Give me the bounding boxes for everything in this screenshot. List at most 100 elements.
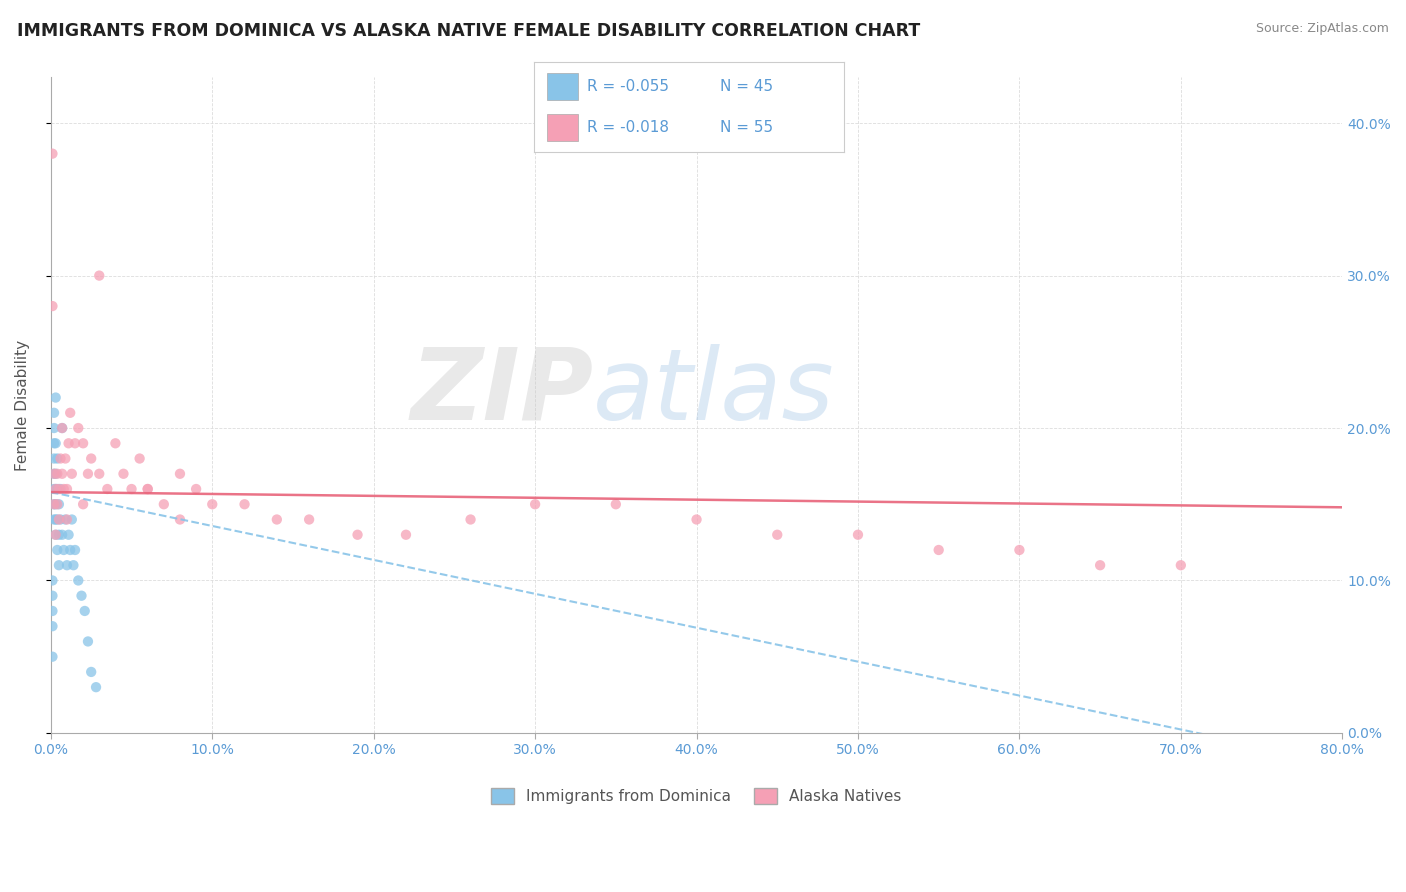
- Point: [51, 421, 73, 435]
- Point: [80, 665, 103, 679]
- Point: [45, 527, 67, 541]
- Point: [41, 574, 63, 588]
- Point: [45, 482, 67, 496]
- Point: [63, 543, 86, 558]
- Point: [42, 436, 65, 450]
- Point: [63, 436, 86, 450]
- Point: [48, 558, 70, 573]
- Point: [72, 436, 94, 450]
- Point: [45, 467, 67, 481]
- Point: [112, 467, 135, 481]
- Point: [42, 512, 65, 526]
- Point: [58, 436, 80, 450]
- Point: [524, 497, 547, 511]
- Point: [73, 604, 96, 618]
- Point: [77, 634, 100, 648]
- Point: [48, 512, 70, 526]
- Text: atlas: atlas: [593, 343, 835, 441]
- Point: [60, 512, 83, 526]
- Point: [51, 421, 73, 435]
- Point: [70, 589, 93, 603]
- Point: [46, 512, 69, 526]
- Point: [56, 482, 79, 496]
- Text: N = 55: N = 55: [720, 120, 773, 135]
- Text: ZIP: ZIP: [411, 343, 593, 441]
- Point: [42, 482, 65, 496]
- Point: [121, 482, 143, 496]
- Point: [685, 512, 707, 526]
- Point: [201, 497, 224, 511]
- Point: [42, 451, 65, 466]
- FancyBboxPatch shape: [547, 114, 578, 141]
- Point: [45, 512, 67, 526]
- Point: [53, 512, 76, 526]
- Point: [42, 497, 65, 511]
- Point: [1008, 543, 1031, 558]
- Point: [49, 482, 72, 496]
- Point: [59, 406, 82, 420]
- Point: [136, 482, 159, 496]
- Point: [41, 649, 63, 664]
- Point: [42, 497, 65, 511]
- Point: [56, 512, 79, 526]
- Point: [89, 268, 111, 283]
- Point: [846, 527, 869, 541]
- Point: [46, 451, 69, 466]
- Point: [460, 512, 482, 526]
- Point: [46, 467, 69, 481]
- Point: [60, 467, 83, 481]
- Point: [59, 543, 82, 558]
- Point: [298, 512, 321, 526]
- Point: [42, 421, 65, 435]
- Point: [45, 527, 67, 541]
- Point: [46, 543, 69, 558]
- Point: [42, 467, 65, 481]
- Point: [48, 527, 70, 541]
- Y-axis label: Female Disability: Female Disability: [15, 340, 30, 471]
- Point: [104, 436, 127, 450]
- Point: [62, 558, 84, 573]
- Text: Source: ZipAtlas.com: Source: ZipAtlas.com: [1256, 22, 1389, 36]
- Point: [266, 512, 288, 526]
- Point: [153, 497, 176, 511]
- Point: [928, 543, 950, 558]
- Point: [41, 604, 63, 618]
- Point: [42, 467, 65, 481]
- Point: [77, 467, 100, 481]
- Point: [45, 436, 67, 450]
- Point: [49, 512, 72, 526]
- Point: [58, 527, 80, 541]
- Point: [233, 497, 256, 511]
- Point: [46, 482, 69, 496]
- Point: [49, 451, 72, 466]
- Point: [96, 482, 118, 496]
- Point: [53, 451, 76, 466]
- Point: [67, 574, 90, 588]
- Point: [136, 482, 159, 496]
- Text: N = 45: N = 45: [720, 79, 773, 94]
- Point: [605, 497, 627, 511]
- Point: [84, 680, 107, 694]
- Point: [169, 512, 191, 526]
- Point: [45, 497, 67, 511]
- Legend: Immigrants from Dominica, Alaska Natives: Immigrants from Dominica, Alaska Natives: [485, 782, 908, 811]
- Text: IMMIGRANTS FROM DOMINICA VS ALASKA NATIVE FEMALE DISABILITY CORRELATION CHART: IMMIGRANTS FROM DOMINICA VS ALASKA NATIV…: [17, 22, 920, 40]
- Point: [45, 391, 67, 405]
- Text: R = -0.018: R = -0.018: [586, 120, 669, 135]
- Point: [56, 558, 79, 573]
- Point: [52, 482, 75, 496]
- Point: [1088, 558, 1111, 573]
- Point: [169, 467, 191, 481]
- Point: [48, 497, 70, 511]
- Point: [45, 482, 67, 496]
- Point: [41, 299, 63, 313]
- Point: [51, 527, 73, 541]
- Point: [346, 527, 368, 541]
- Point: [766, 527, 789, 541]
- Point: [67, 421, 90, 435]
- Point: [184, 482, 207, 496]
- Point: [42, 406, 65, 420]
- Point: [41, 619, 63, 633]
- Point: [52, 543, 75, 558]
- Point: [1170, 558, 1192, 573]
